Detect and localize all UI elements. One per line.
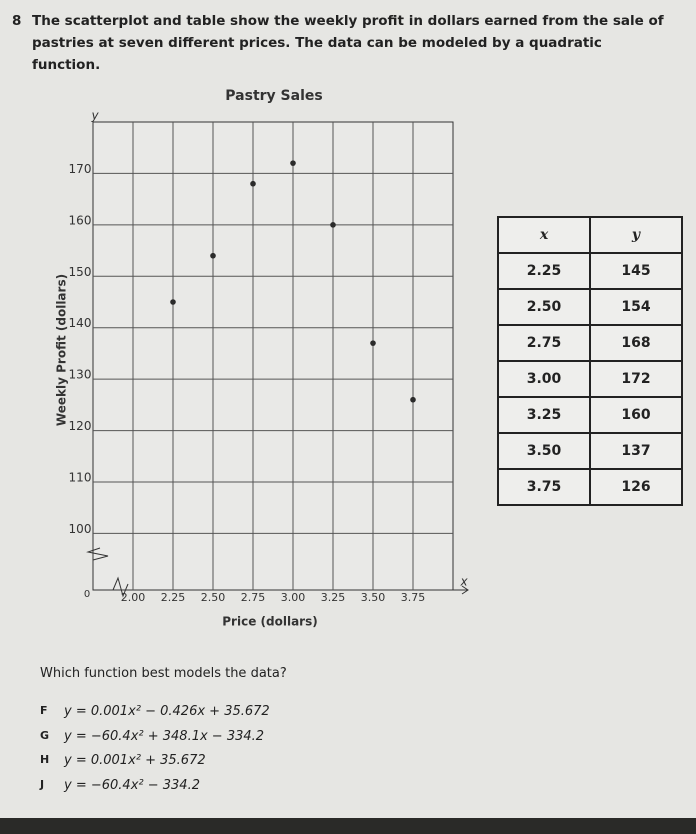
point <box>250 180 256 187</box>
y-tick-label: 170 <box>69 162 92 176</box>
table-row: 3.25 160 <box>497 396 683 434</box>
table-cell: 3.50 <box>497 432 591 470</box>
option-equation: y = 0.001x² − 0.426x + 35.672 <box>64 704 270 719</box>
x-arrow <box>453 585 469 595</box>
option-letter: F <box>40 704 48 717</box>
x-tick-label: 2.25 <box>161 591 186 604</box>
point <box>210 252 216 259</box>
y-tick-label: 160 <box>69 213 92 227</box>
y-tick-label: 110 <box>69 471 92 485</box>
y-tick-label: 140 <box>69 316 92 330</box>
x-axis-letter: x <box>459 575 468 589</box>
prompt: Which function best models the data? <box>40 666 287 681</box>
table-row: 3.50 137 <box>497 432 683 470</box>
x-tick-label: 2.00 <box>121 591 146 604</box>
table-cell: 168 <box>589 324 683 362</box>
point <box>170 299 176 305</box>
point <box>290 160 296 166</box>
table-row: 2.75 168 <box>497 324 683 362</box>
plot-frame <box>92 121 454 591</box>
option-equation: y = 0.001x² + 35.672 <box>64 753 206 768</box>
x-tick-label: 3.75 <box>401 591 426 604</box>
table-cell: 3.75 <box>497 468 591 506</box>
table-cell: 2.50 <box>497 288 591 326</box>
question-number: 8 <box>12 13 22 29</box>
table-header-cell: y <box>589 216 683 254</box>
table-header-cell: x <box>497 216 591 254</box>
table-row: 2.50 154 <box>497 288 683 326</box>
point <box>410 396 416 403</box>
y-axis-break <box>86 547 109 561</box>
option-letter: J <box>40 777 45 791</box>
y-axis-label: Weekly Profit (dollars) <box>55 274 69 426</box>
x-tick-label: 2.75 <box>241 591 266 604</box>
y-axis-letter: y <box>90 109 99 123</box>
table-cell: 3.25 <box>497 396 591 434</box>
table-row: 3.00 172 <box>497 360 683 398</box>
table-cell: 2.25 <box>497 252 591 290</box>
table-cell: 145 <box>589 252 683 290</box>
y-tick-label: 120 <box>69 419 92 433</box>
x-tick-label: 2.50 <box>201 591 226 604</box>
table-cell: 154 <box>589 288 683 326</box>
option-equation: y = −60.4x² − 334.2 <box>64 777 200 793</box>
chart: Pastry Sales Price (dollars) Weekly Prof… <box>55 88 469 629</box>
table-cell: 137 <box>589 432 683 470</box>
table-cell: 172 <box>589 360 683 398</box>
x-tick-label: 3.50 <box>361 591 386 604</box>
y-tick-label: 150 <box>69 265 92 279</box>
table-cell: 126 <box>589 468 683 506</box>
x-tick-label: 3.25 <box>321 591 346 604</box>
option-letter: H <box>40 753 50 766</box>
table-row: 2.25 145 <box>497 252 683 290</box>
x-axis-break <box>112 576 129 598</box>
origin-label: 0 <box>84 589 90 600</box>
x-tick-label: 3.00 <box>281 591 306 604</box>
bottom-bar <box>0 818 696 834</box>
table-cell: 160 <box>589 396 683 434</box>
table-cell: 3.00 <box>497 360 591 398</box>
x-axis-label: Price (dollars) <box>222 615 317 629</box>
question: 8 The scatterplot and table show the wee… <box>12 10 672 76</box>
data-table: x y 2.25 145 2.50 154 2.75 168 3.00 172 3.25 160 3.5… <box>497 216 683 506</box>
option-equation: y = −60.4x² + 348.1x − 334.2 <box>64 728 265 744</box>
y-tick-label: 130 <box>69 368 92 382</box>
chart-title: Pastry Sales <box>225 88 322 104</box>
table-cell: 2.75 <box>497 324 591 362</box>
point <box>370 340 376 346</box>
point <box>330 222 336 228</box>
y-tick-label: 100 <box>69 522 92 536</box>
table-row: 3.75 126 <box>497 468 683 506</box>
question-text: The scatterplot and table show the weekl… <box>32 13 664 73</box>
option-letter: G <box>40 728 50 742</box>
